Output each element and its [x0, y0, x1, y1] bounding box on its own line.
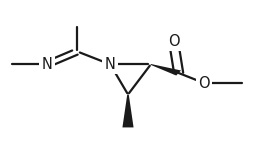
Text: N: N — [41, 57, 52, 72]
Polygon shape — [122, 94, 134, 127]
Text: O: O — [198, 75, 210, 91]
Text: O: O — [168, 34, 179, 49]
Text: N: N — [105, 57, 116, 72]
Polygon shape — [151, 64, 181, 75]
